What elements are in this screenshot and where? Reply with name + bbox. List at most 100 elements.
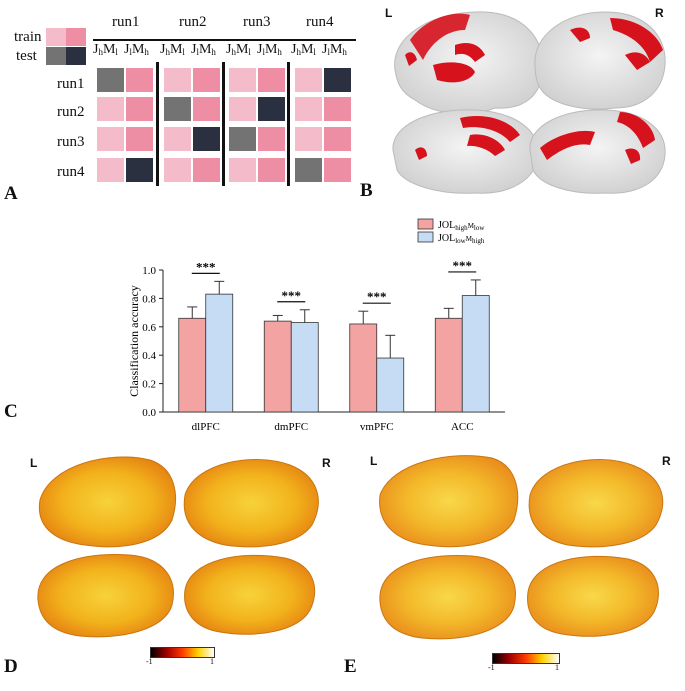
legend-test-dark (66, 47, 86, 65)
bar (205, 293, 234, 413)
subheader-label: JlMh (322, 42, 347, 57)
subheader-label: JhMl (226, 42, 251, 57)
col-header-run2: run2 (179, 14, 207, 30)
legend-swatch (417, 231, 434, 243)
col-header-run4: run4 (306, 14, 334, 30)
surface-label-left: L (30, 456, 38, 470)
colorbar-d-min: -1 (146, 657, 153, 666)
surface-lateral-right (183, 459, 319, 548)
surface-medial-left (379, 555, 516, 640)
matrix-cell (164, 158, 191, 182)
matrix-cell (258, 127, 285, 151)
matrix-cell (126, 158, 153, 182)
col-header-run3: run3 (243, 14, 271, 30)
brain-medial-left (392, 109, 539, 194)
matrix-cell (229, 97, 256, 121)
category-label: ACC (451, 421, 474, 433)
category-label: dmPFC (274, 421, 308, 433)
matrix-cell (97, 68, 124, 92)
surface-lateral-left (379, 455, 519, 548)
matrix-cell (126, 97, 153, 121)
y-tick-label: 0.2 (142, 379, 156, 391)
y-tick-label: 0.8 (142, 293, 156, 305)
matrix-cell (258, 68, 285, 92)
y-tick-label: 0.4 (142, 350, 156, 362)
matrix-cell (164, 127, 191, 151)
y-tick-label: 0.0 (142, 407, 156, 419)
surface-medial-left (37, 554, 174, 638)
matrix-cell (295, 158, 322, 182)
matrix-cell (193, 127, 220, 151)
matrix-cell (229, 158, 256, 182)
significance-label: *** (282, 288, 302, 303)
y-tick-label: 1.0 (142, 265, 156, 277)
matrix-cell (229, 127, 256, 151)
significance-label: *** (367, 289, 387, 304)
category-label: dlPFC (192, 421, 220, 433)
brain-lateral-right (534, 11, 666, 110)
brain-lateral-left (394, 11, 544, 115)
matrix-cell (324, 68, 351, 92)
matrix-cell (193, 97, 220, 121)
legend-train-label: train (14, 29, 42, 45)
matrix-cell (164, 68, 191, 92)
subheader-label: JlMh (257, 42, 282, 57)
colorbar-e-min: -1 (488, 663, 495, 672)
header-rule (93, 39, 356, 41)
legend-train-light (46, 28, 66, 46)
colorbar-d (150, 647, 215, 658)
matrix-cell (324, 158, 351, 182)
matrix-cell (164, 97, 191, 121)
matrix-cell (258, 158, 285, 182)
significance-label: *** (453, 258, 473, 273)
legend-label: JOLhighMlow (438, 220, 485, 232)
surface-label-right: R (322, 456, 331, 470)
panel-b: L R (375, 0, 685, 210)
panel-letter-c: C (4, 401, 18, 422)
matrix-cell (295, 97, 322, 121)
cortical-surface-d (37, 456, 319, 638)
colorbar-e (492, 653, 560, 664)
significance-label: *** (196, 259, 216, 274)
glass-brain-figure (392, 11, 666, 194)
matrix-cell (229, 68, 256, 92)
surface-label-left: L (370, 454, 378, 468)
panel-e: L R -1 1 E (340, 440, 685, 691)
matrix-cell (258, 97, 285, 121)
category-label: vmPFC (360, 421, 394, 433)
matrix-cell (126, 127, 153, 151)
brain-label-right: R (655, 6, 664, 20)
col-header-run1: run1 (112, 14, 140, 30)
legend-train-pink (66, 28, 86, 46)
legend-swatch (417, 218, 434, 230)
matrix-cell (97, 158, 124, 182)
surface-lateral-left (38, 456, 176, 548)
row-label-run2: run2 (57, 104, 85, 120)
colorbar-d-max: 1 (210, 657, 214, 666)
row-label-run4: run4 (57, 164, 85, 180)
surface-medial-right (527, 555, 659, 637)
col-separator (287, 62, 290, 186)
bar (178, 317, 207, 413)
row-label-run1: run1 (57, 76, 85, 92)
bar (376, 357, 405, 413)
bar (461, 295, 490, 413)
subheader-label: JhMl (291, 42, 316, 57)
col-separator (156, 62, 159, 186)
matrix-cell (324, 127, 351, 151)
panel-letter-e: E (344, 656, 357, 677)
bar (349, 323, 378, 413)
subheader-label: JlMh (191, 42, 216, 57)
legend-test-label: test (16, 48, 37, 64)
matrix-cell (193, 68, 220, 92)
panel-d: L R -1 1 D (0, 440, 340, 691)
surface-label-right: R (662, 454, 671, 468)
brain-label-left: L (385, 6, 393, 20)
y-axis-label: Classification accuracy (127, 285, 141, 397)
bar (434, 317, 463, 413)
subheader-label: JhMl (160, 42, 185, 57)
y-tick-label: 0.6 (142, 322, 156, 334)
row-label-run3: run3 (57, 134, 85, 150)
bar (290, 322, 319, 413)
